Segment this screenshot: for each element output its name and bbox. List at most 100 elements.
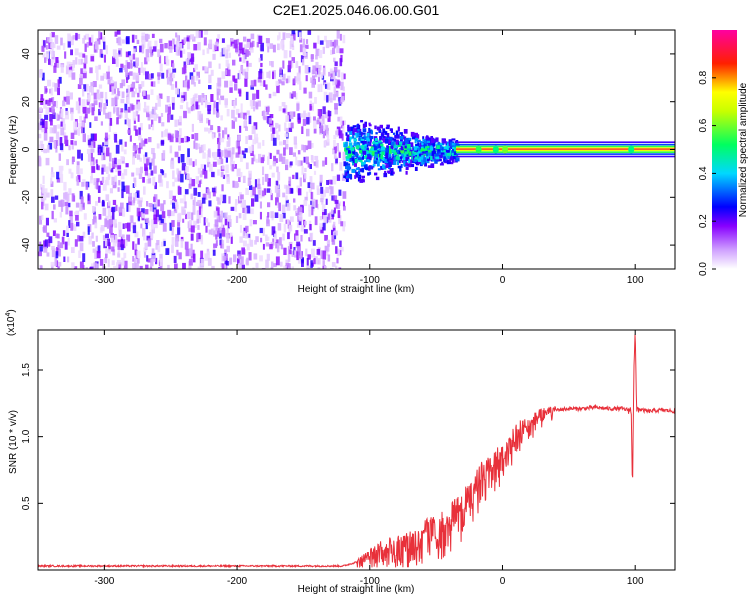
noise-cell: [68, 220, 71, 228]
signal-cell: [410, 149, 414, 152]
noise-cell: [106, 147, 110, 157]
noise-cell: [97, 245, 101, 254]
signal-cell: [352, 128, 357, 133]
noise-cell: [333, 139, 336, 147]
noise-cell: [135, 129, 138, 136]
noise-cell: [239, 125, 242, 133]
noise-cell: [331, 229, 334, 236]
noise-cell: [43, 192, 47, 201]
x-tick-label: -300: [94, 275, 114, 286]
noise-cell: [64, 51, 67, 59]
signal-cell: [432, 147, 436, 153]
noise-cell: [172, 68, 177, 73]
noise-cell: [117, 267, 120, 269]
noise-cell: [41, 201, 44, 210]
noise-cell: [314, 97, 317, 104]
noise-cell: [337, 210, 341, 218]
noise-cell: [301, 261, 304, 267]
noise-cell: [280, 244, 284, 250]
noise-cell: [248, 135, 253, 140]
signal-cell: [354, 163, 357, 167]
noise-cell: [111, 206, 116, 213]
noise-cell: [172, 102, 175, 110]
noise-cell: [283, 140, 287, 145]
noise-cell: [330, 49, 334, 55]
noise-cell: [178, 115, 182, 122]
noise-cell: [105, 176, 110, 186]
noise-cell: [44, 203, 49, 211]
signal-cell: [388, 161, 392, 166]
noise-cell: [91, 232, 94, 239]
noise-cell: [105, 248, 109, 253]
noise-cell: [186, 37, 189, 42]
signal-cell: [439, 159, 442, 162]
noise-cell: [204, 30, 209, 35]
signal-cell: [363, 124, 367, 127]
noise-cell: [114, 96, 118, 106]
noise-cell: [59, 137, 63, 146]
noise-cell: [151, 124, 155, 131]
noise-cell: [180, 239, 184, 248]
signal-cell: [357, 129, 360, 132]
noise-cell: [242, 207, 246, 213]
noise-cell: [70, 140, 74, 145]
noise-cell: [270, 125, 274, 132]
signal-cell: [413, 146, 417, 151]
noise-cell: [180, 97, 184, 103]
noise-cell: [98, 64, 101, 70]
signal-cell: [374, 160, 377, 164]
noise-cell: [336, 174, 341, 181]
signal-cell: [404, 151, 409, 155]
noise-cell: [152, 81, 156, 87]
signal-cell: [399, 166, 402, 172]
noise-cell: [249, 42, 254, 50]
noise-cell: [229, 219, 232, 227]
noise-cell: [244, 233, 249, 239]
noise-cell: [90, 152, 93, 159]
noise-cell: [290, 39, 294, 44]
noise-cell: [312, 75, 316, 82]
noise-cell: [243, 153, 246, 159]
noise-cell: [104, 257, 108, 264]
signal-cell: [374, 125, 377, 130]
noise-cell: [300, 113, 304, 118]
noise-cell: [186, 156, 189, 165]
noise-cell: [226, 69, 231, 77]
noise-cell: [296, 251, 299, 261]
noise-cell: [60, 108, 64, 118]
noise-cell: [298, 32, 302, 40]
noise-cell: [269, 114, 274, 119]
noise-cell: [282, 73, 286, 81]
noise-cell: [72, 35, 76, 40]
noise-cell: [103, 107, 106, 115]
noise-cell: [51, 105, 55, 113]
noise-cell: [121, 239, 124, 248]
noise-cell: [130, 87, 134, 92]
noise-cell: [254, 137, 259, 144]
noise-cell: [38, 113, 42, 120]
noise-cell: [119, 83, 123, 89]
noise-cell: [311, 102, 314, 112]
tone-band-row: [456, 145, 675, 148]
noise-cell: [335, 265, 338, 269]
noise-cell: [324, 157, 328, 165]
noise-cell: [169, 72, 174, 82]
noise-cell: [123, 65, 126, 70]
noise-cell: [104, 132, 108, 139]
noise-cell: [140, 67, 144, 73]
noise-cell: [329, 40, 333, 47]
noise-cell: [252, 93, 256, 100]
noise-cell: [225, 59, 229, 67]
noise-cell: [242, 175, 246, 183]
noise-cell: [208, 128, 211, 134]
noise-cell: [38, 133, 42, 139]
noise-cell: [339, 33, 342, 41]
noise-cell: [267, 156, 270, 165]
noise-cell: [307, 30, 312, 35]
noise-cell: [46, 252, 50, 257]
noise-cell: [237, 135, 241, 141]
noise-cell: [71, 225, 76, 230]
noise-cell: [221, 71, 226, 79]
signal-cell: [347, 163, 351, 166]
signal-cell: [372, 141, 375, 145]
